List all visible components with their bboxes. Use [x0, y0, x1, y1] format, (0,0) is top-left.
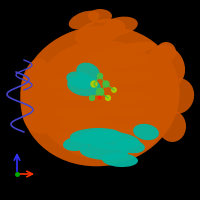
Circle shape — [90, 96, 94, 100]
Circle shape — [103, 81, 109, 87]
Ellipse shape — [80, 144, 128, 160]
Ellipse shape — [156, 42, 176, 62]
Ellipse shape — [76, 63, 100, 81]
Ellipse shape — [133, 124, 159, 140]
Ellipse shape — [162, 78, 194, 114]
Ellipse shape — [88, 9, 112, 23]
Ellipse shape — [68, 55, 152, 73]
Ellipse shape — [56, 118, 136, 134]
Circle shape — [91, 81, 97, 87]
Ellipse shape — [102, 17, 138, 35]
Ellipse shape — [69, 11, 99, 29]
Circle shape — [112, 88, 116, 92]
Ellipse shape — [102, 153, 138, 167]
Ellipse shape — [85, 42, 155, 62]
Ellipse shape — [67, 76, 101, 96]
Ellipse shape — [20, 58, 52, 114]
Ellipse shape — [158, 110, 186, 142]
Ellipse shape — [75, 19, 125, 45]
Ellipse shape — [70, 128, 122, 144]
Ellipse shape — [80, 131, 140, 149]
Circle shape — [96, 88, 104, 96]
Ellipse shape — [52, 105, 148, 119]
Ellipse shape — [63, 137, 89, 151]
Ellipse shape — [34, 40, 174, 160]
Ellipse shape — [45, 71, 155, 89]
Ellipse shape — [57, 132, 127, 148]
Ellipse shape — [66, 71, 94, 89]
Circle shape — [97, 73, 103, 79]
Ellipse shape — [20, 26, 180, 166]
Ellipse shape — [22, 90, 58, 134]
Circle shape — [106, 96, 110, 100]
Ellipse shape — [54, 89, 154, 103]
Ellipse shape — [115, 139, 145, 153]
Ellipse shape — [147, 45, 185, 87]
